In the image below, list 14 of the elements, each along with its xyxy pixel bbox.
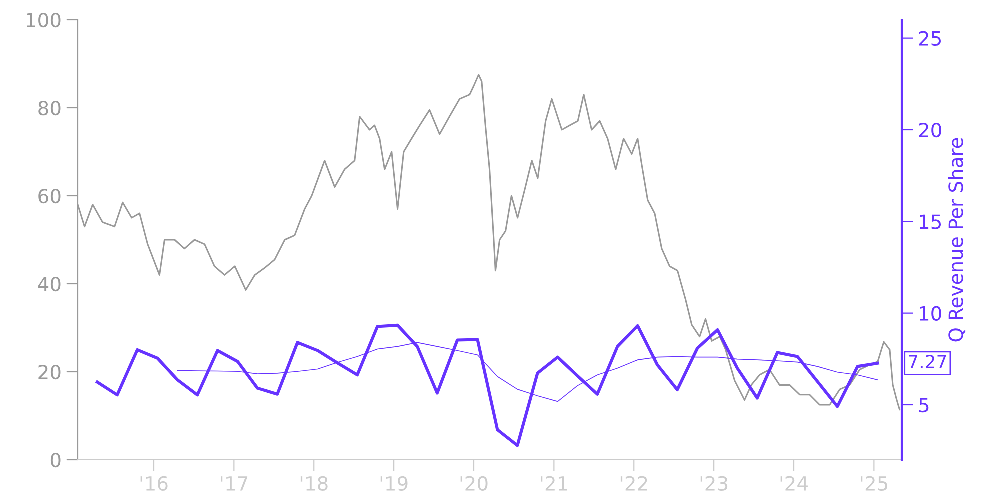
y2-tick-label: 25 — [919, 31, 942, 46]
y-tick-label: 20 — [38, 364, 61, 380]
y-tick-label: 80 — [38, 100, 61, 116]
y-tick-label: 100 — [27, 12, 61, 28]
y2-tick-label: 10 — [920, 306, 942, 321]
y-tick-label: 60 — [38, 188, 61, 204]
data-label: 7.27 — [909, 354, 946, 368]
y2-tick-label: 15 — [920, 214, 942, 230]
y2-tick-label: 20 — [919, 122, 942, 138]
y2-tick-label: 5 — [919, 398, 929, 413]
y-tick-label: 40 — [38, 276, 61, 292]
line-series — [96, 324, 880, 448]
y2-axis-title: Q Revenue Per Share — [948, 138, 966, 342]
y-tick-label: 0 — [50, 452, 61, 468]
